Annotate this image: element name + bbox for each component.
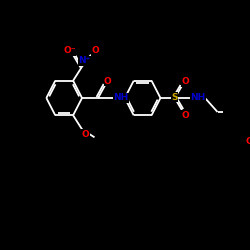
Text: O: O — [182, 110, 189, 120]
Text: O⁻: O⁻ — [63, 46, 76, 55]
Text: O: O — [92, 46, 99, 55]
Text: NH: NH — [114, 94, 129, 102]
Text: NH: NH — [190, 94, 206, 102]
Text: O: O — [104, 76, 112, 86]
Text: O: O — [182, 78, 189, 86]
Text: O: O — [82, 130, 90, 139]
Text: S: S — [172, 92, 178, 102]
Text: O: O — [246, 138, 250, 146]
Text: N⁺: N⁺ — [78, 56, 91, 65]
